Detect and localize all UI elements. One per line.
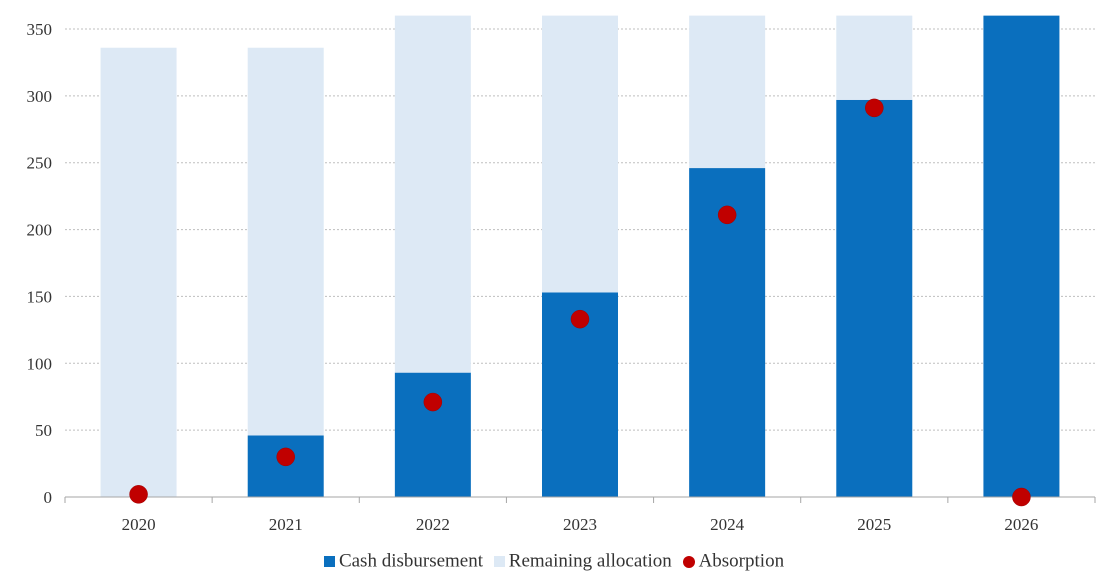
- bar-remaining-allocation-2021: [247, 47, 324, 436]
- y-tick-label: 350: [27, 20, 53, 39]
- absorption-point-2023: [570, 309, 590, 329]
- y-tick-label: 300: [27, 87, 53, 106]
- legend-item-remaining-allocation: Remaining allocation: [493, 550, 672, 573]
- bar-cash-disbursement-2021: [247, 435, 324, 497]
- x-tick-label-2020: 2020: [122, 515, 156, 534]
- absorption-point-2024: [717, 205, 737, 225]
- bar-remaining-allocation-2023: [542, 15, 618, 293]
- bar-cash-disbursement-2022: [394, 372, 471, 497]
- bar-remaining-allocation-2024: [689, 15, 766, 169]
- absorption-point-2025: [865, 98, 884, 118]
- x-tick-label-2021: 2021: [269, 515, 303, 534]
- cash-disbursement-swatch: [323, 556, 335, 568]
- legend-label-absorption: Absorption: [698, 550, 785, 572]
- x-tick-label-2026: 2026: [1004, 515, 1038, 534]
- x-tick-label-2022: 2022: [416, 515, 450, 534]
- legend-item-absorption: Absorption: [682, 550, 785, 573]
- legend-item-cash-disbursement: Cash disbursement: [323, 550, 484, 573]
- y-tick-label: 100: [27, 354, 53, 373]
- x-tick-label-2024: 2024: [710, 515, 745, 534]
- y-tick-label: 50: [35, 421, 52, 440]
- absorption-points: [129, 98, 1031, 507]
- y-tick-label: 0: [44, 488, 53, 507]
- bar-cash-disbursement-2026: [983, 15, 1060, 498]
- x-tick-label-2025: 2025: [857, 515, 891, 534]
- absorption-point-2022: [423, 392, 443, 412]
- axes: 0 50 100 150 200 250 300 350 2020 2021 2022 2023 202…: [27, 20, 1096, 534]
- bar-remaining-allocation-2022: [394, 15, 471, 373]
- remaining-allocation-swatch: [493, 556, 505, 568]
- legend-label-remaining-allocation: Remaining allocation: [508, 550, 672, 572]
- bar-remaining-allocation-2020: [100, 47, 177, 497]
- y-tick-label: 250: [27, 154, 53, 173]
- absorption-marker: [682, 555, 695, 568]
- y-tick-label: 200: [27, 221, 53, 240]
- absorption-point-2021: [276, 447, 295, 467]
- bar-remaining-allocation-2025: [836, 15, 913, 100]
- absorption-point-2020: [129, 485, 148, 504]
- x-tick-label-2023: 2023: [563, 515, 597, 534]
- legend: Cash disbursement Remaining allocation A…: [0, 550, 1108, 573]
- legend-label-cash-disbursement: Cash disbursement: [338, 550, 484, 572]
- y-tick-label: 150: [27, 287, 53, 306]
- bars: [100, 15, 1060, 498]
- absorption-point-2026: [1012, 487, 1031, 507]
- bar-cash-disbursement-2025: [836, 99, 913, 498]
- chart-plot: 0 50 100 150 200 250 300 350 2020 2021 2022 2023 202…: [27, 15, 1096, 534]
